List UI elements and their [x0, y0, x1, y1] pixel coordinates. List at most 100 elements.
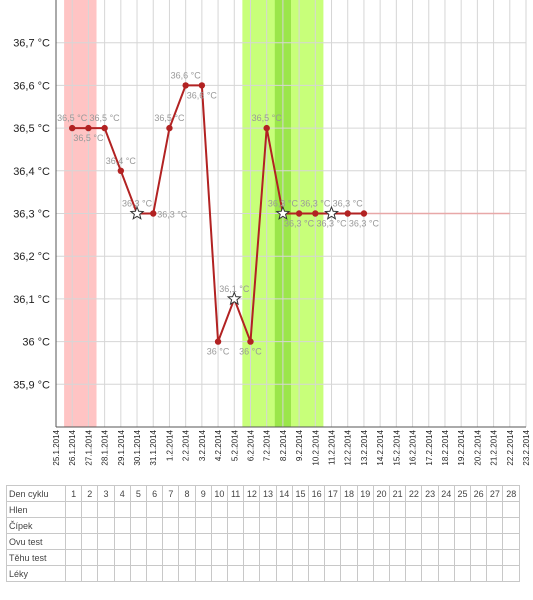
table-cell[interactable] — [470, 565, 488, 582]
table-cell[interactable] — [453, 517, 472, 534]
table-cell[interactable] — [486, 565, 504, 582]
table-cell[interactable] — [162, 501, 180, 518]
table-cell[interactable] — [243, 533, 261, 550]
table-cell[interactable] — [81, 565, 99, 582]
table-cell[interactable] — [81, 517, 99, 534]
table-cell[interactable] — [162, 517, 180, 534]
table-cell[interactable] — [324, 533, 342, 550]
table-cell[interactable] — [210, 565, 229, 582]
table-cell[interactable] — [146, 565, 164, 582]
table-cell[interactable] — [275, 533, 293, 550]
table-cell[interactable] — [405, 533, 423, 550]
table-cell[interactable] — [389, 565, 407, 582]
table-cell[interactable] — [162, 549, 180, 566]
table-cell[interactable] — [453, 501, 472, 518]
table-cell[interactable] — [129, 533, 148, 550]
table-cell[interactable] — [243, 501, 261, 518]
table-cell[interactable] — [421, 533, 439, 550]
table-cell[interactable] — [437, 533, 455, 550]
table-cell[interactable] — [81, 533, 99, 550]
table-cell[interactable] — [324, 565, 342, 582]
table-cell[interactable] — [178, 565, 196, 582]
table-cell[interactable] — [291, 565, 310, 582]
table-cell[interactable] — [405, 501, 423, 518]
table-cell[interactable] — [502, 517, 520, 534]
table-cell[interactable] — [502, 549, 520, 566]
table-cell[interactable] — [178, 533, 196, 550]
table-cell[interactable] — [210, 517, 229, 534]
table-cell[interactable] — [453, 533, 472, 550]
table-cell[interactable] — [194, 549, 212, 566]
table-cell[interactable] — [372, 517, 391, 534]
table-cell[interactable] — [113, 501, 131, 518]
table-cell[interactable] — [275, 501, 293, 518]
table-cell[interactable] — [113, 533, 131, 550]
table-cell[interactable] — [146, 501, 164, 518]
table-cell[interactable] — [356, 501, 374, 518]
table-cell[interactable] — [129, 549, 148, 566]
table-cell[interactable] — [129, 517, 148, 534]
table-cell[interactable] — [324, 549, 342, 566]
table-cell[interactable] — [64, 549, 83, 566]
table-cell[interactable] — [243, 565, 261, 582]
table-cell[interactable] — [291, 549, 310, 566]
table-cell[interactable] — [275, 565, 293, 582]
table-cell[interactable] — [405, 565, 423, 582]
table-cell[interactable] — [227, 549, 245, 566]
table-cell[interactable] — [502, 565, 520, 582]
table-cell[interactable] — [227, 501, 245, 518]
table-cell[interactable] — [259, 501, 277, 518]
table-cell[interactable] — [340, 501, 358, 518]
table-cell[interactable] — [372, 501, 391, 518]
table-cell[interactable] — [194, 517, 212, 534]
table-cell[interactable] — [470, 517, 488, 534]
table-cell[interactable] — [113, 517, 131, 534]
table-cell[interactable] — [275, 549, 293, 566]
table-cell[interactable] — [470, 501, 488, 518]
table-cell[interactable] — [356, 565, 374, 582]
table-cell[interactable] — [340, 533, 358, 550]
table-cell[interactable] — [81, 549, 99, 566]
table-cell[interactable] — [453, 565, 472, 582]
table-cell[interactable] — [470, 533, 488, 550]
table-cell[interactable] — [259, 549, 277, 566]
table-cell[interactable] — [259, 517, 277, 534]
table-cell[interactable] — [259, 533, 277, 550]
table-cell[interactable] — [340, 549, 358, 566]
table-cell[interactable] — [291, 501, 310, 518]
table-cell[interactable] — [308, 533, 326, 550]
table-cell[interactable] — [162, 533, 180, 550]
table-cell[interactable] — [113, 565, 131, 582]
table-cell[interactable] — [486, 501, 504, 518]
table-cell[interactable] — [178, 517, 196, 534]
table-cell[interactable] — [437, 565, 455, 582]
table-cell[interactable] — [470, 549, 488, 566]
table-cell[interactable] — [486, 549, 504, 566]
table-cell[interactable] — [324, 501, 342, 518]
table-cell[interactable] — [356, 533, 374, 550]
table-cell[interactable] — [356, 517, 374, 534]
table-cell[interactable] — [324, 517, 342, 534]
table-cell[interactable] — [437, 517, 455, 534]
table-cell[interactable] — [372, 565, 391, 582]
table-cell[interactable] — [146, 549, 164, 566]
table-cell[interactable] — [210, 549, 229, 566]
table-cell[interactable] — [97, 501, 115, 518]
table-cell[interactable] — [421, 565, 439, 582]
table-cell[interactable] — [502, 501, 520, 518]
table-cell[interactable] — [81, 501, 99, 518]
table-cell[interactable] — [340, 565, 358, 582]
table-cell[interactable] — [146, 533, 164, 550]
table-cell[interactable] — [308, 565, 326, 582]
table-cell[interactable] — [64, 533, 83, 550]
table-cell[interactable] — [486, 517, 504, 534]
table-cell[interactable] — [372, 533, 391, 550]
table-cell[interactable] — [178, 501, 196, 518]
table-cell[interactable] — [194, 501, 212, 518]
table-cell[interactable] — [259, 565, 277, 582]
table-cell[interactable] — [243, 549, 261, 566]
table-cell[interactable] — [453, 549, 472, 566]
table-cell[interactable] — [421, 501, 439, 518]
table-cell[interactable] — [437, 549, 455, 566]
table-cell[interactable] — [389, 533, 407, 550]
